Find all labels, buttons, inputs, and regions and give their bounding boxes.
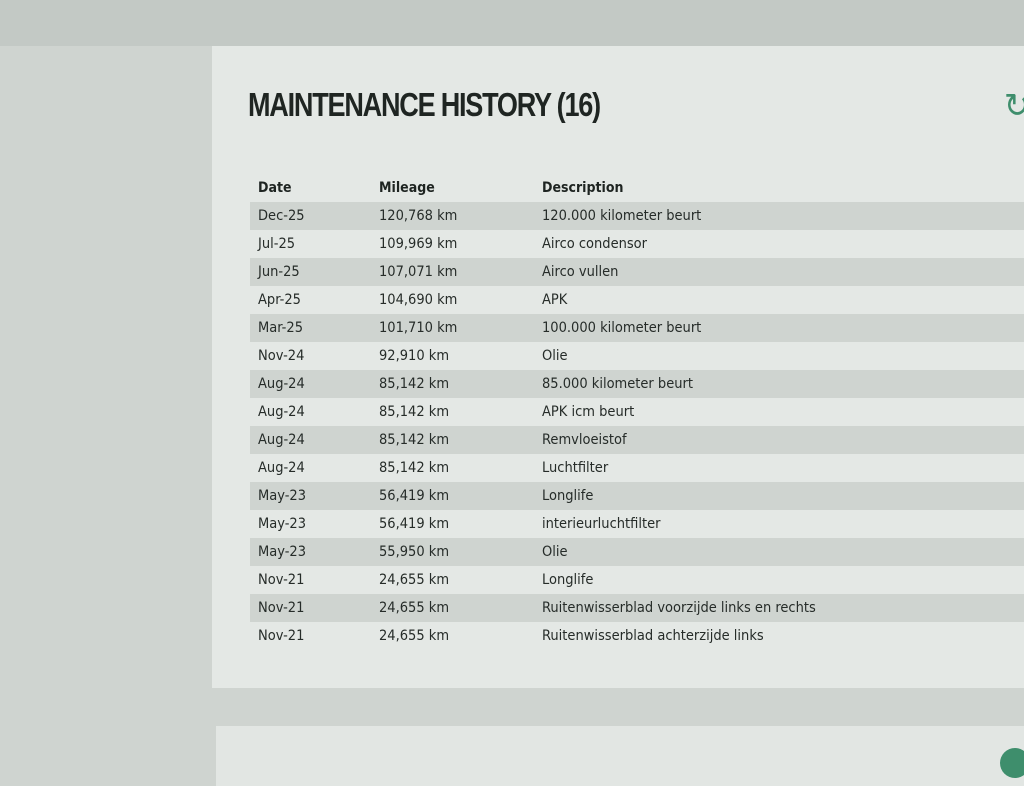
cell-date: May-23	[250, 482, 371, 510]
table-row: Aug-24 85,142 km 85.000 kilometer beurt	[250, 370, 1024, 398]
cell-mileage: 101,710 km	[371, 314, 534, 342]
table-row: Mar-25 101,710 km 100.000 kilometer beurt	[250, 314, 1024, 342]
cell-mileage: 56,419 km	[371, 482, 534, 510]
cell-description: Ruitenwisserblad voorzijde links en rech…	[534, 594, 1024, 622]
header-date: Date	[258, 180, 292, 196]
maintenance-table: Date Mileage Description Dec-25 120,768 k…	[250, 174, 1024, 650]
header-description: Description	[542, 180, 624, 196]
table-row: Aug-24 85,142 km Remvloeistof	[250, 426, 1024, 454]
table-row: Nov-21 24,655 km Longlife	[250, 566, 1024, 594]
cell-description: 120.000 kilometer beurt	[534, 202, 1024, 230]
cell-date: May-23	[250, 538, 371, 566]
cell-date: Aug-24	[250, 370, 371, 398]
cell-description: Ruitenwisserblad achterzijde links	[542, 628, 764, 644]
cell-date: Mar-25	[250, 314, 371, 342]
cell-date: Aug-24	[258, 460, 305, 476]
table-row: Aug-24 85,142 km Luchtfilter	[250, 454, 1024, 482]
cell-description: APK icm beurt	[542, 404, 635, 420]
cell-description: Longlife	[534, 482, 1024, 510]
cell-mileage: 104,690 km	[379, 292, 458, 308]
refresh-icon[interactable]: ↻	[1004, 86, 1024, 126]
cell-date: Jun-25	[250, 258, 371, 286]
next-panel	[216, 726, 1024, 786]
cell-date: Aug-24	[258, 404, 305, 420]
cell-date: Aug-24	[250, 426, 371, 454]
cell-mileage: 109,969 km	[379, 236, 458, 252]
top-band	[0, 0, 1024, 46]
table-row: Jun-25 107,071 km Airco vullen	[250, 258, 1024, 286]
cell-mileage: 85,142 km	[371, 370, 534, 398]
cell-date: Nov-21	[250, 594, 371, 622]
cell-date: Nov-21	[258, 628, 305, 644]
cell-mileage: 120,768 km	[371, 202, 534, 230]
table-row: Apr-25 104,690 km APK	[250, 286, 1024, 314]
cell-mileage: 85,142 km	[379, 460, 450, 476]
cell-mileage: 55,950 km	[371, 538, 534, 566]
cell-mileage: 107,071 km	[371, 258, 534, 286]
table-header: Date Mileage Description	[250, 174, 1024, 202]
cell-date: Nov-21	[258, 572, 305, 588]
table-row: Aug-24 85,142 km APK icm beurt	[250, 398, 1024, 426]
table-row: May-23 56,419 km interieurluchtfilter	[250, 510, 1024, 538]
cell-description: APK	[542, 292, 568, 308]
cell-mileage: 85,142 km	[379, 404, 450, 420]
table-row: Nov-21 24,655 km Ruitenwisserblad voorzijd…	[250, 594, 1024, 622]
cell-description: interieurluchtfilter	[542, 516, 661, 532]
cell-description: Olie	[542, 348, 568, 364]
cell-description: 85.000 kilometer beurt	[534, 370, 1024, 398]
cell-mileage: 92,910 km	[379, 348, 450, 364]
page-title: MAINTENANCE HISTORY (16)	[248, 86, 601, 123]
header-mileage: Mileage	[379, 180, 435, 196]
cell-description: Remvloeistof	[534, 426, 1024, 454]
action-button-icon[interactable]	[1000, 748, 1024, 778]
cell-date: May-23	[258, 516, 307, 532]
cell-date: Jul-25	[258, 236, 296, 252]
cell-description: Airco condensor	[542, 236, 648, 252]
cell-mileage: 24,655 km	[371, 594, 534, 622]
table-row: Jul-25 109,969 km Airco condensor	[250, 230, 1024, 258]
cell-description: 100.000 kilometer beurt	[534, 314, 1024, 342]
cell-mileage: 24,655 km	[379, 628, 450, 644]
cell-date: Nov-24	[258, 348, 305, 364]
cell-date: Apr-25	[258, 292, 301, 308]
cell-mileage: 85,142 km	[371, 426, 534, 454]
cell-mileage: 24,655 km	[379, 572, 450, 588]
maintenance-history-panel: MAINTENANCE HISTORY (16) ↻ Date Mileage …	[212, 46, 1024, 688]
cell-date: Dec-25	[250, 202, 371, 230]
cell-description: Olie	[534, 538, 1024, 566]
cell-mileage: 56,419 km	[379, 516, 450, 532]
table-row: Dec-25 120,768 km 120.000 kilometer beurt	[250, 202, 1024, 230]
table-row: Nov-24 92,910 km Olie	[250, 342, 1024, 370]
table-row: May-23 55,950 km Olie	[250, 538, 1024, 566]
table-row: May-23 56,419 km Longlife	[250, 482, 1024, 510]
table-row: Nov-21 24,655 km Ruitenwisserblad achterzi…	[250, 622, 1024, 650]
cell-description: Airco vullen	[534, 258, 1024, 286]
cell-description: Luchtfilter	[542, 460, 609, 476]
cell-description: Longlife	[542, 572, 594, 588]
